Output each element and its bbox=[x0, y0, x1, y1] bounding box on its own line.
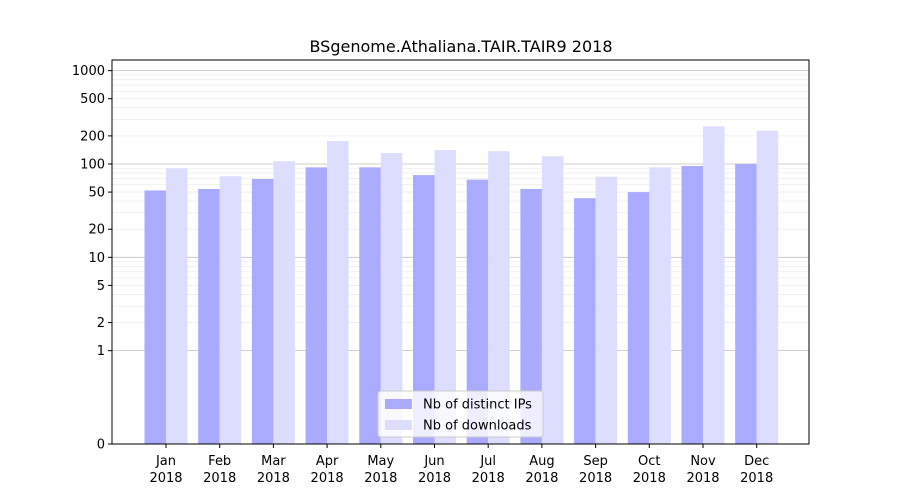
legend: Nb of distinct IPs Nb of downloads bbox=[377, 390, 544, 438]
bar-distinct-ips bbox=[735, 163, 757, 445]
bar-distinct-ips bbox=[144, 190, 166, 444]
bar-distinct-ips bbox=[627, 192, 650, 444]
bar-downloads bbox=[541, 156, 564, 444]
legend-swatch bbox=[385, 399, 412, 409]
y-tick-label: 500 bbox=[80, 92, 105, 107]
legend-label: Nb of distinct IPs bbox=[423, 398, 532, 413]
bar-downloads bbox=[327, 141, 349, 444]
x-tick-label-month: Mar bbox=[261, 454, 286, 469]
bar-downloads bbox=[488, 151, 510, 444]
bar-distinct-ips bbox=[574, 198, 596, 444]
legend-label: Nb of downloads bbox=[423, 419, 532, 434]
plot-frame bbox=[111, 59, 810, 445]
y-tick-label: 100 bbox=[80, 157, 105, 172]
x-tick-label-year: 2018 bbox=[740, 471, 773, 486]
x-tick-label-year: 2018 bbox=[364, 471, 397, 486]
bar-downloads bbox=[756, 130, 779, 444]
x-tick-label-year: 2018 bbox=[579, 471, 612, 486]
x-tick-label-year: 2018 bbox=[472, 471, 505, 486]
x-tick-label-year: 2018 bbox=[149, 471, 182, 486]
bar-downloads bbox=[595, 176, 618, 444]
x-tick-label-year: 2018 bbox=[203, 471, 236, 486]
bar-downloads bbox=[166, 168, 188, 445]
x-tick-label-month: Feb bbox=[208, 454, 231, 469]
bar-downloads bbox=[273, 161, 295, 444]
x-tick-label-month: Aug bbox=[529, 454, 554, 469]
bars bbox=[144, 126, 779, 445]
y-tick-label: 1000 bbox=[72, 64, 105, 79]
x-tick-label-year: 2018 bbox=[257, 471, 290, 486]
x-tick-label-year: 2018 bbox=[633, 471, 666, 486]
y-tick-label: 200 bbox=[80, 129, 105, 144]
bar-distinct-ips bbox=[466, 179, 489, 444]
x-tick-label-month: Apr bbox=[316, 454, 339, 469]
y-tick-label: 5 bbox=[97, 279, 105, 294]
x-tick-label-month: Oct bbox=[638, 454, 660, 469]
bar-downloads bbox=[434, 150, 456, 445]
bar-downloads bbox=[219, 176, 242, 445]
y-tick-label: 50 bbox=[88, 186, 105, 201]
y-axis: 0 1 2 5 10 20 50 100 200 500 1000 bbox=[72, 64, 112, 453]
x-tick-label-year: 2018 bbox=[686, 471, 719, 486]
bar-distinct-ips bbox=[198, 188, 220, 444]
x-tick-label-month: Jun bbox=[423, 454, 444, 469]
x-tick-label-month: May bbox=[367, 454, 394, 469]
y-tick-label: 1 bbox=[97, 344, 105, 359]
y-tick-label: 20 bbox=[88, 223, 105, 238]
bar-distinct-ips bbox=[413, 175, 435, 444]
bar-downloads bbox=[703, 126, 725, 444]
x-axis: Jan 2018 Feb 2018 Mar 2018 Apr 2018 May 2018 Jun 20… bbox=[149, 444, 773, 486]
bar-distinct-ips bbox=[305, 167, 328, 444]
bar-distinct-ips bbox=[520, 188, 542, 444]
x-tick-label-month: Nov bbox=[690, 454, 716, 469]
x-tick-label-month: Jul bbox=[479, 454, 496, 469]
x-tick-label-month: Jan bbox=[155, 454, 176, 469]
x-tick-label-year: 2018 bbox=[525, 471, 558, 486]
bar-downloads bbox=[649, 167, 671, 444]
y-tick-label: 2 bbox=[97, 316, 105, 331]
x-tick-label-month: Dec bbox=[744, 454, 769, 469]
legend-swatch bbox=[385, 420, 412, 430]
bar-distinct-ips bbox=[251, 179, 274, 444]
y-tick-label: 10 bbox=[88, 251, 105, 266]
x-tick-label-year: 2018 bbox=[311, 471, 344, 486]
x-tick-label-month: Sep bbox=[583, 454, 608, 469]
bar-distinct-ips bbox=[681, 166, 703, 444]
chart-title: BSgenome.Athaliana.TAIR.TAIR9 2018 bbox=[309, 37, 612, 56]
y-tick-label: 0 bbox=[97, 438, 105, 453]
bar-downloads bbox=[380, 153, 403, 445]
bar-distinct-ips bbox=[359, 167, 381, 444]
x-tick-label-year: 2018 bbox=[418, 471, 451, 486]
legend-box bbox=[377, 390, 544, 438]
